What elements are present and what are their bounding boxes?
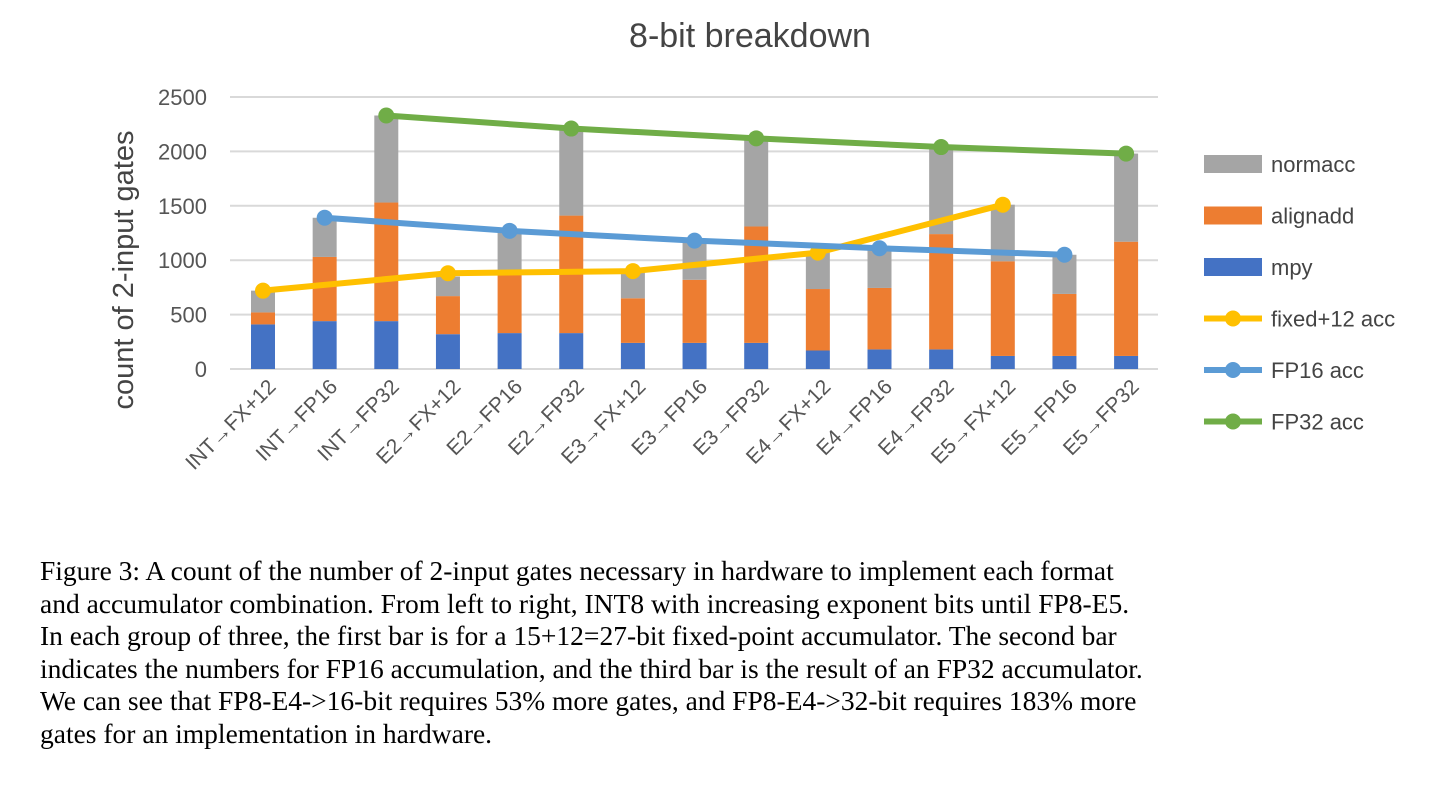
point-FP16-acc <box>1056 246 1073 263</box>
bar-mpy <box>1052 355 1077 369</box>
y-tick-label: 1000 <box>158 248 207 273</box>
point-fixed-12-acc <box>994 196 1011 213</box>
bar-alignadd <box>1052 293 1077 356</box>
bar-normacc <box>435 276 460 297</box>
legend-swatch <box>1204 258 1262 276</box>
legend-label: FP32 acc <box>1271 410 1364 435</box>
bar-mpy <box>867 349 892 369</box>
point-fixed-12-acc <box>624 263 641 280</box>
y-tick-label: 0 <box>195 357 207 382</box>
bar-mpy <box>435 334 460 369</box>
point-fixed-12-acc <box>439 265 456 282</box>
bar-normacc <box>251 290 275 313</box>
bar-alignadd <box>867 287 892 350</box>
legend-swatch <box>1204 155 1262 173</box>
legend-swatch <box>1204 206 1262 225</box>
point-FP16-acc <box>501 222 518 239</box>
point-FP16-acc <box>316 209 333 226</box>
bar-alignadd <box>1114 241 1139 356</box>
bar-normacc <box>497 230 522 272</box>
point-FP32-acc <box>933 139 950 156</box>
y-axis-label: count of 2-input gates <box>108 131 140 410</box>
point-FP32-acc <box>748 130 765 147</box>
caption-line: gates for an implementation in hardware. <box>40 717 493 749</box>
legend-label: FP16 acc <box>1271 358 1364 383</box>
legend-label: normacc <box>1271 152 1355 177</box>
chart-title: 8-bit breakdown <box>629 17 871 55</box>
caption-line: Figure 3: A count of the number of 2-inp… <box>40 555 1114 586</box>
point-FP16-acc <box>686 232 703 249</box>
stacked-bar-chart: 8-bit breakdown count of 2-input gates 0… <box>108 17 1395 474</box>
bar-normacc <box>744 138 769 227</box>
legend-marker <box>1225 362 1241 378</box>
point-FP32-acc <box>378 107 395 124</box>
bar-alignadd <box>620 298 645 343</box>
legend-marker <box>1225 310 1241 327</box>
legend-label: mpy <box>1271 255 1313 280</box>
legend-label: fixed+12 acc <box>1271 307 1395 332</box>
legend-label: alignadd <box>1271 204 1354 229</box>
y-tick-label: 2500 <box>158 85 207 110</box>
bar-mpy <box>620 342 645 369</box>
legend-marker <box>1225 413 1241 430</box>
bar-mpy <box>559 333 584 369</box>
bar-alignadd <box>251 312 275 325</box>
caption-line: and accumulator combination. From left t… <box>40 587 1130 619</box>
bar-mpy <box>1114 355 1139 369</box>
bar-mpy <box>312 321 337 369</box>
bar-alignadd <box>312 256 337 322</box>
point-FP32-acc <box>1118 145 1135 162</box>
caption-line: In each group of three, the first bar is… <box>40 620 1117 651</box>
point-fixed-12-acc <box>255 282 271 299</box>
bar-mpy <box>744 342 769 369</box>
bar-normacc <box>559 128 584 216</box>
y-tick-label: 1500 <box>158 194 207 219</box>
bar-normacc <box>1114 153 1139 242</box>
bar-mpy <box>929 349 954 369</box>
bar-mpy <box>374 321 399 369</box>
y-tick-label: 500 <box>170 303 207 328</box>
caption-line: indicates the numbers for FP16 accumulat… <box>40 652 1143 684</box>
bar-mpy <box>497 333 522 369</box>
bar-alignadd <box>497 271 522 334</box>
bar-mpy <box>682 342 707 369</box>
point-FP32-acc <box>563 120 580 137</box>
figure-caption: Figure 3: A count of the number of 2-inp… <box>40 555 1440 750</box>
bar-mpy <box>990 355 1015 369</box>
bar-mpy <box>251 324 275 369</box>
bar-normacc <box>374 115 399 203</box>
bar-mpy <box>805 350 830 369</box>
bar-alignadd <box>435 296 460 335</box>
point-FP16-acc <box>871 240 888 257</box>
bar-alignadd <box>682 279 707 343</box>
bar-alignadd <box>990 261 1015 356</box>
y-tick-label: 2000 <box>158 139 207 164</box>
caption-line: We can see that FP8-E4->16-bit requires … <box>40 685 1137 716</box>
bar-alignadd <box>805 289 830 351</box>
